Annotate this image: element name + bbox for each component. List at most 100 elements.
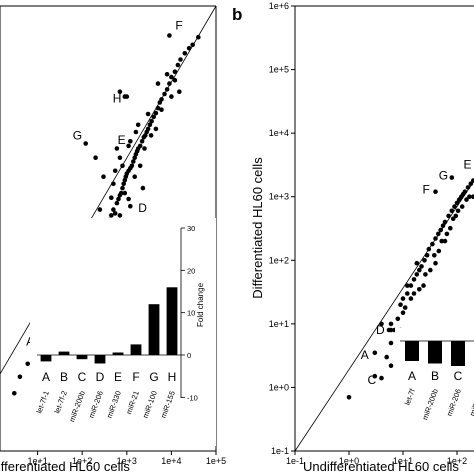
panel-b-data-point xyxy=(400,296,406,301)
panel-a-data-point xyxy=(132,174,137,179)
panel-b-data-point xyxy=(417,287,422,292)
panel-a-inset-y-ticks: 30 20 10 0 -10 xyxy=(181,224,198,402)
panel-a-data-point xyxy=(140,185,146,191)
panel-a-point-label: E xyxy=(118,133,126,147)
panel-a-data-point xyxy=(164,87,170,92)
panel-b-x-tick-label: 1e+2 xyxy=(447,456,467,466)
panel-b-data-point xyxy=(444,231,450,237)
panel-a-data-point xyxy=(137,143,143,149)
panel-a-data-point xyxy=(109,195,114,200)
panel-a-point-label: D xyxy=(138,201,147,215)
panel-a-data-point xyxy=(153,110,159,116)
panel-b-data-point xyxy=(402,305,408,310)
panel-b-point-label: A xyxy=(361,348,369,362)
panel-b-y-tick-label: 1e+3 xyxy=(269,192,289,202)
panel-a-inset-category: A xyxy=(42,370,50,384)
panel-a-data-point xyxy=(131,159,136,164)
panel-b-data-point xyxy=(424,253,430,258)
panel-a-data-point xyxy=(101,174,106,179)
panel-a-data-point xyxy=(93,155,98,160)
panel-b-x-tick-label: 1e-1 xyxy=(286,456,304,466)
panel-a-data-point xyxy=(114,200,120,206)
panel-b-y-tick-label: 1e+5 xyxy=(269,65,289,75)
panel-b-data-point xyxy=(436,231,441,237)
panel-b-inset-bar xyxy=(405,341,419,361)
panel-b-inset-category: B xyxy=(431,369,439,383)
panel-a-labeled-point xyxy=(83,141,88,146)
panel-a-data-point xyxy=(196,34,201,40)
panel-a-x-axis-title: Undifferentiated HL60 cells xyxy=(0,459,130,474)
panel-a-data-point xyxy=(120,163,125,169)
panel-a-data-point xyxy=(182,51,188,56)
panel-a-data-point xyxy=(120,185,125,191)
panel-b-data-point xyxy=(428,267,433,273)
panel-a-data-point xyxy=(153,126,159,132)
panel-b-x-ticks: 1e-1 1e+0 1e+1 1e+2 xyxy=(286,451,467,466)
panel-a-data-point xyxy=(164,72,170,77)
panel-b-point-label: E xyxy=(464,157,472,171)
panel-b-data-point xyxy=(430,241,435,247)
panel-a-inset-category: D xyxy=(96,370,105,384)
panel-b-data-point xyxy=(468,181,474,186)
panel-b-data-point xyxy=(471,194,474,199)
panel-b-data-point xyxy=(433,236,438,241)
panel-a-inset-bar xyxy=(58,351,70,355)
panel-a-data-point xyxy=(114,146,120,151)
panel-b-data-point xyxy=(446,213,451,219)
panel-a-data-point xyxy=(133,129,139,135)
panel-a-data-point xyxy=(162,91,167,97)
panel-b-data-point xyxy=(465,185,471,190)
panel-b-data-point xyxy=(467,194,472,199)
panel-a-data-point xyxy=(109,213,114,218)
panel-b-labeled-point xyxy=(379,375,384,381)
panel-a-data-point xyxy=(97,207,103,212)
panel-a-inset-y-axis-title: Fold change xyxy=(196,282,205,327)
panel-a-data-point xyxy=(117,155,123,160)
panel-a-inset-y-tick-label: -10 xyxy=(187,393,198,402)
panel-b-data-point xyxy=(462,189,468,194)
panel-a-data-point xyxy=(149,118,154,124)
panel-a-inset-bars xyxy=(40,287,178,364)
panel-b-y-tick-label: 1e+6 xyxy=(269,1,289,11)
panel-b-labeled-point xyxy=(433,189,438,194)
panel-a-inset-bar xyxy=(166,287,178,355)
panel-a-x-ticks: 1e+1 1e+2 1e+3 1e+4 1e+5 xyxy=(27,451,226,466)
panel-b-data-point xyxy=(405,291,410,296)
panel-b-data-point xyxy=(372,373,378,379)
panel-a-data-point xyxy=(122,190,128,196)
panel-a-inset-category: F xyxy=(132,370,139,384)
panel-b-data-point xyxy=(422,258,427,263)
panel-a-labeled-point xyxy=(122,94,128,99)
panel-b-data-point xyxy=(442,238,448,244)
panel-b-data-point xyxy=(421,283,426,288)
panel-b-data-point xyxy=(408,296,414,301)
panel-b-data-point xyxy=(419,264,424,269)
panel-a-data-point xyxy=(139,139,145,144)
panel-a-point-label: F xyxy=(175,19,182,33)
panel-a-data-point xyxy=(12,391,17,396)
panel-b-y-tick-label: 1e+2 xyxy=(269,255,289,265)
panel-b-inset-bar xyxy=(428,341,442,364)
panel-a-inset-y-tick-label: 0 xyxy=(187,351,191,360)
panel-a-x-tick-label: 1e+4 xyxy=(161,456,181,466)
panel-a-data-point xyxy=(177,89,182,94)
panel-b-data-point xyxy=(432,253,437,258)
panel-a-inset-category: E xyxy=(114,370,122,384)
panel-a-data-point xyxy=(128,139,133,144)
panel-b-label: b xyxy=(232,5,242,24)
panel-b-labeled-point xyxy=(449,175,455,180)
panel-b-y-tick-label: 1e+4 xyxy=(269,128,289,138)
panel-b-inset-category: C xyxy=(454,369,463,383)
panel-b-x-axis-title: Undifferentiated HL60 cells xyxy=(303,459,459,474)
panel-a-data-point xyxy=(147,122,153,128)
panel-a-x-tick-label: 1e+3 xyxy=(117,456,137,466)
panel-a-inset-bar xyxy=(112,352,124,355)
panel-a-inset-frame xyxy=(30,218,216,446)
panel-a-data-point xyxy=(175,62,181,68)
panel-b-y-tick-label: 1e+1 xyxy=(269,319,289,329)
panel-a-data-point xyxy=(151,114,156,120)
panel-b-data-point xyxy=(438,227,444,233)
panel-a-data-point xyxy=(121,181,126,187)
